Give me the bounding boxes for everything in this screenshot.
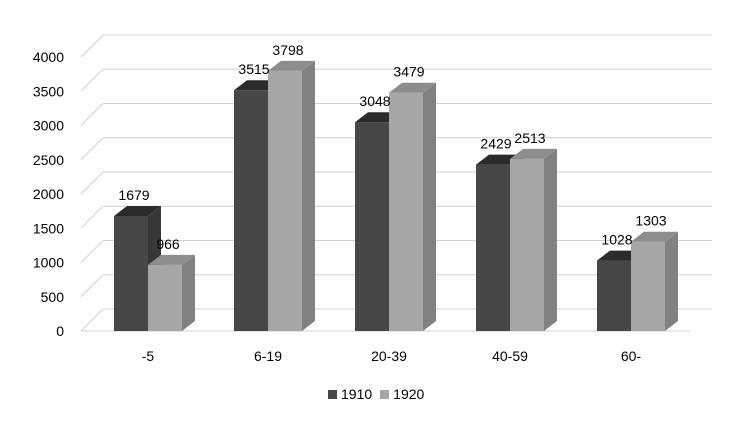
legend-label-1910: 1910 [341,386,373,402]
legend-label-1920: 1920 [393,386,425,402]
bar-side [302,60,315,331]
data-label: 3048 [359,93,390,109]
bars-layer [114,60,678,331]
data-label: 3479 [393,64,424,80]
bar-top [148,254,195,265]
bar-front [510,158,544,331]
bar-side [665,231,678,331]
x-category-label: 40-59 [492,348,528,364]
bar-top [631,231,678,242]
data-label: 1028 [601,232,632,248]
gridline-slant [80,68,104,92]
gridline-slant [80,103,104,126]
legend-swatch-1910 [328,389,337,399]
bar-top [510,148,557,159]
gridline-slant [80,274,104,298]
data-label: 2429 [480,136,511,152]
bar-top [389,82,436,93]
legend-item-1920[interactable]: 1920 [380,386,424,402]
y-tick-label: 1500 [33,220,64,236]
y-tick-label: 2000 [33,186,64,202]
bar-front [148,264,182,331]
x-category-label: 60- [621,348,642,364]
bar-front [597,260,631,331]
bar-1920--5[interactable] [148,254,195,331]
y-tick-label: 3500 [33,83,64,99]
y-tick-label: 500 [41,289,65,305]
bar-front [389,92,423,331]
bar-side [423,82,436,331]
bar-top [268,60,315,71]
y-tick-label: 4000 [33,49,64,65]
gridline-slant [80,240,104,263]
data-label: 2513 [514,130,545,146]
bar-front [631,241,665,331]
bar-front [234,90,268,331]
data-label: 1303 [635,213,666,229]
bar-1920-60-[interactable] [631,231,678,331]
x-category-label: -5 [142,348,155,364]
bar-1920-40-59[interactable] [510,148,557,331]
y-tick-label: 0 [56,323,64,339]
data-label: 3515 [238,61,269,77]
data-label: 3798 [272,42,303,58]
gridline-slant [80,137,104,161]
bar-top [114,205,161,216]
bar-side [182,254,195,331]
labels-layer: 0 500 1000 1500 2000 2500 3000 3500 4000 1679 966 -… [33,42,667,364]
data-label: 966 [156,236,180,252]
gridline-slant [80,34,104,58]
bar-1920-20-39[interactable] [389,82,436,331]
y-tick-label: 1000 [33,255,64,271]
bar-front [355,122,389,331]
bar-1920-6-19[interactable] [268,60,315,331]
x-category-label: 20-39 [371,348,407,364]
y-tick-label: 2500 [33,152,64,168]
data-label: 1679 [118,187,149,203]
bar-side [544,148,557,331]
legend-item-1910[interactable]: 1910 [328,386,372,402]
gridline-slant [80,308,104,332]
legend-swatch-1920 [380,389,390,399]
x-category-label: 6-19 [254,348,282,364]
bar-front [114,215,148,331]
gridline-slant [80,171,104,195]
gridline-slant [80,205,104,229]
bar-front [476,164,510,331]
bar-front [268,70,302,331]
legend: 1910 1920 [328,386,424,402]
y-tick-label: 3000 [33,118,64,134]
